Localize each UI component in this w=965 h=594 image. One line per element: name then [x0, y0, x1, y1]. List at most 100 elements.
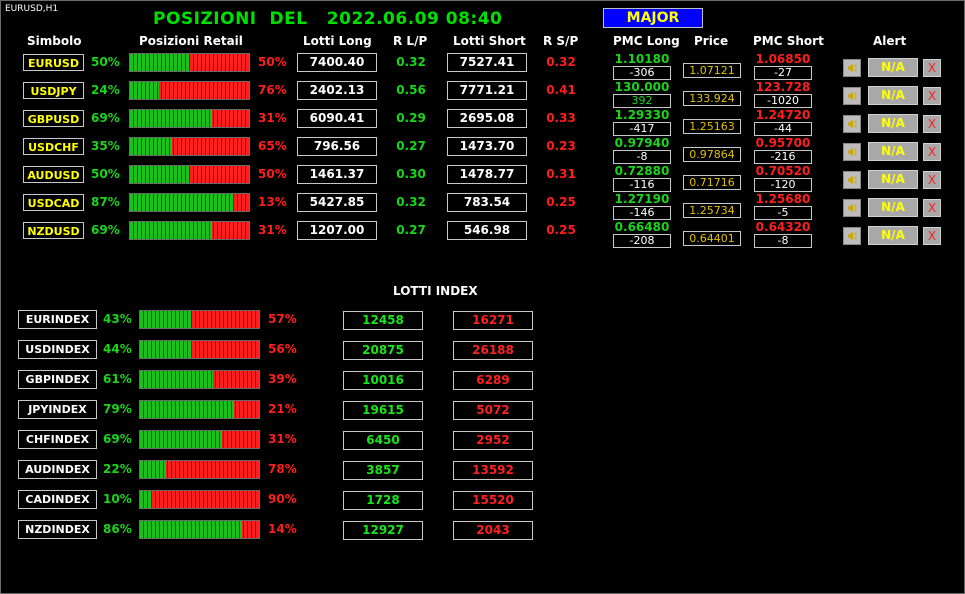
close-icon[interactable]: X [923, 199, 941, 217]
close-icon[interactable]: X [923, 171, 941, 189]
symbol-button[interactable]: USDCAD [23, 194, 84, 211]
pmc-long-diff: -116 [613, 178, 671, 192]
index-lots-long: 12927 [343, 521, 423, 540]
alert-status-button[interactable]: N/A [868, 142, 918, 161]
index-symbol-button[interactable]: JPYINDEX [18, 400, 97, 419]
ratio-short-value: 0.25 [546, 195, 576, 209]
long-percent: 61% [103, 372, 132, 386]
ratio-long-value: 0.32 [396, 195, 426, 209]
pmc-short-value: 0.70520 [755, 164, 811, 178]
symbol-button[interactable]: USDCHF [23, 138, 84, 155]
alert-set-button[interactable] [843, 199, 861, 217]
price-value: 1.25734 [683, 203, 741, 218]
alert-status-button[interactable]: N/A [868, 226, 918, 245]
pmc-short-diff: -1020 [754, 94, 812, 108]
bar-ticks [130, 110, 249, 127]
index-lots-short: 5072 [453, 401, 533, 420]
index-lots-long: 3857 [343, 461, 423, 480]
pmc-long-diff: 392 [613, 94, 671, 108]
bar-ticks [140, 401, 259, 418]
pmc-short-value: 1.25680 [755, 192, 811, 206]
retail-position-bar [129, 53, 250, 72]
index-symbol-button[interactable]: CADINDEX [18, 490, 97, 509]
retail-position-bar [129, 165, 250, 184]
symbol-button[interactable]: AUDUSD [23, 166, 84, 183]
bar-ticks [130, 138, 249, 155]
index-lots-short: 15520 [453, 491, 533, 510]
alert-set-button[interactable] [843, 143, 861, 161]
symbol-button[interactable]: EURUSD [23, 54, 84, 71]
pmc-short-diff: -216 [754, 150, 812, 164]
bar-ticks [140, 431, 259, 448]
short-percent: 31% [258, 111, 287, 125]
alert-set-button[interactable] [843, 59, 861, 77]
index-symbol-button[interactable]: EURINDEX [18, 310, 97, 329]
index-symbol-button[interactable]: GBPINDEX [18, 370, 97, 389]
bar-ticks [130, 166, 249, 183]
index-position-bar [139, 460, 260, 479]
short-percent: 13% [258, 195, 287, 209]
alert-status-button[interactable]: N/A [868, 86, 918, 105]
short-percent: 76% [258, 83, 287, 97]
major-group-button[interactable]: MAJOR [603, 8, 703, 28]
short-percent: 39% [268, 372, 297, 386]
index-lots-long: 6450 [343, 431, 423, 450]
lots-long-value: 7400.40 [297, 53, 377, 72]
index-lots-long: 20875 [343, 341, 423, 360]
alert-status-button[interactable]: N/A [868, 58, 918, 77]
alert-set-button[interactable] [843, 227, 861, 245]
alert-set-button[interactable] [843, 115, 861, 133]
ratio-long-value: 0.27 [396, 139, 426, 153]
close-icon[interactable]: X [923, 59, 941, 77]
alert-set-button[interactable] [843, 87, 861, 105]
lots-short-value: 7771.21 [447, 81, 527, 100]
alert-status-button[interactable]: N/A [868, 114, 918, 133]
price-value: 1.07121 [683, 63, 741, 78]
index-section-title: LOTTI INDEX [393, 284, 478, 298]
alert-set-button[interactable] [843, 171, 861, 189]
lots-long-value: 6090.41 [297, 109, 377, 128]
index-lots-short: 16271 [453, 311, 533, 330]
bar-ticks [140, 341, 259, 358]
lots-short-value: 546.98 [447, 221, 527, 240]
short-percent: 90% [268, 492, 297, 506]
ratio-long-value: 0.30 [396, 167, 426, 181]
index-position-bar [139, 370, 260, 389]
short-percent: 56% [268, 342, 297, 356]
index-symbol-button[interactable]: AUDINDEX [18, 460, 97, 479]
pmc-short-value: 1.24720 [755, 108, 811, 122]
symbol-button[interactable]: NZDUSD [23, 222, 84, 239]
close-icon[interactable]: X [923, 227, 941, 245]
pmc-long-diff: -208 [613, 234, 671, 248]
header-ratio-short: R S/P [543, 34, 579, 48]
pmc-short-diff: -120 [754, 178, 812, 192]
index-symbol-button[interactable]: CHFINDEX [18, 430, 97, 449]
alert-status-button[interactable]: N/A [868, 170, 918, 189]
header-pmc-long: PMC Long [613, 34, 680, 48]
header-pmc-short: PMC Short [753, 34, 824, 48]
index-symbol-button[interactable]: USDINDEX [18, 340, 97, 359]
short-percent: 14% [268, 522, 297, 536]
close-icon[interactable]: X [923, 115, 941, 133]
pmc-long-value: 1.27190 [614, 192, 670, 206]
symbol-button[interactable]: USDJPY [23, 82, 84, 99]
index-symbol-button[interactable]: NZDINDEX [18, 520, 97, 539]
index-lots-long: 12458 [343, 311, 423, 330]
symbol-button[interactable]: GBPUSD [23, 110, 84, 127]
short-percent: 50% [258, 167, 287, 181]
header-symbol: Simbolo [27, 34, 82, 48]
pmc-long-value: 1.10180 [614, 52, 670, 66]
pmc-short-value: 0.64320 [755, 220, 811, 234]
close-icon[interactable]: X [923, 87, 941, 105]
short-percent: 78% [268, 462, 297, 476]
index-lots-short: 2043 [453, 521, 533, 540]
bar-ticks [140, 461, 259, 478]
alert-status-button[interactable]: N/A [868, 198, 918, 217]
header-retail-positions: Posizioni Retail [139, 34, 243, 48]
short-percent: 65% [258, 139, 287, 153]
price-value: 0.97864 [683, 147, 741, 162]
bar-ticks [130, 222, 249, 239]
index-lots-long: 19615 [343, 401, 423, 420]
header-price: Price [694, 34, 729, 48]
close-icon[interactable]: X [923, 143, 941, 161]
